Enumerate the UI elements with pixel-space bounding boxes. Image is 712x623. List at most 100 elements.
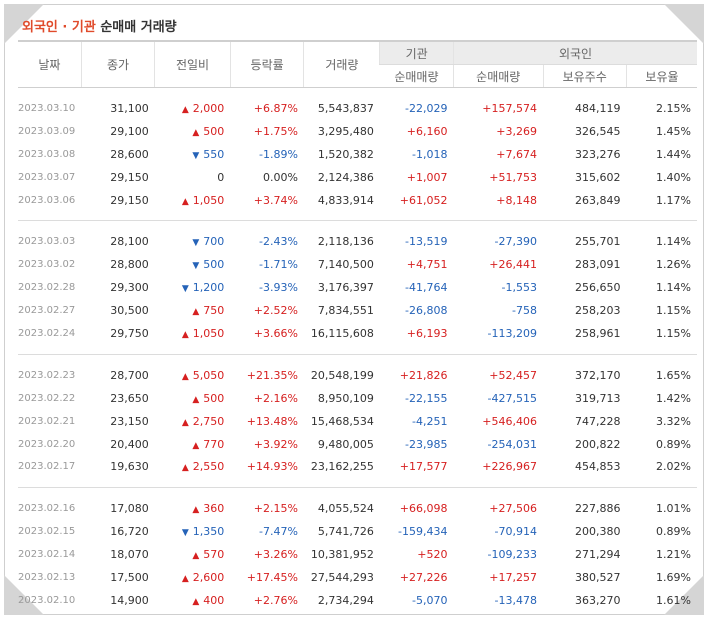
close-cell: 23,650 xyxy=(110,391,149,405)
change-cell: ▲ 2,750 xyxy=(155,410,231,433)
volume-cell: 7,834,551 xyxy=(317,304,374,318)
foreign-ratio-cell: 1.14% xyxy=(656,235,691,249)
table-row: 2023.02.28 29,300 ▼ 1,200 -3.93% 3,176,397 -41… xyxy=(18,276,697,299)
change-value: 500 xyxy=(203,391,225,405)
volume-cell: 20,548,199 xyxy=(310,368,374,382)
institution-net-cell: -13,519 xyxy=(405,235,448,249)
volume-cell: 27,544,293 xyxy=(310,570,374,584)
row-spacer xyxy=(18,88,697,98)
foreign-ratio-cell: 1.65% xyxy=(656,368,691,382)
corner-decoration xyxy=(4,4,44,44)
rate-cell: -2.43% xyxy=(259,235,298,249)
table-row: 2023.02.21 23,150 ▲ 2,750 +13.48% 15,468,534 -… xyxy=(18,410,697,433)
volume-cell: 7,140,500 xyxy=(317,258,374,272)
rate-cell: +2.16% xyxy=(253,391,298,405)
table-row: 2023.03.06 29,150 ▲ 1,050 +3.74% 4,833,914 +61… xyxy=(18,189,697,212)
foreign-ratio-cell: 2.02% xyxy=(656,460,691,474)
volume-cell: 4,055,524 xyxy=(317,502,374,516)
foreign-net-cell: +546,406 xyxy=(482,414,538,428)
corner-decoration xyxy=(664,4,704,44)
up-triangle-icon: ▲ xyxy=(181,573,189,584)
institution-net-cell: -41,764 xyxy=(405,281,448,295)
header-foreign-shares: 보유주수 xyxy=(542,64,627,88)
date-cell: 2023.02.23 xyxy=(18,369,76,381)
rate-cell: +2.15% xyxy=(253,502,298,516)
institution-net-cell: -4,251 xyxy=(412,414,448,428)
change-cell: ▲ 750 xyxy=(155,299,231,322)
date-cell: 2023.02.13 xyxy=(18,571,76,583)
foreign-net-cell: -13,478 xyxy=(494,593,538,607)
foreign-net-cell: -113,209 xyxy=(487,326,538,340)
change-cell: ▲ 2,000 xyxy=(155,97,231,120)
close-cell: 29,150 xyxy=(110,193,149,207)
date-cell: 2023.02.17 xyxy=(18,461,76,473)
close-cell: 28,600 xyxy=(110,147,149,161)
header-institution-group: 기관 xyxy=(379,40,454,65)
table-row: 2023.02.13 17,500 ▲ 2,600 +17.45% 27,544,293 +… xyxy=(18,566,697,589)
change-value: 400 xyxy=(203,593,225,607)
change-cell: ▲ 770 xyxy=(155,433,231,456)
rate-cell: +13.48% xyxy=(246,414,298,428)
change-value: 500 xyxy=(203,124,225,138)
table-row: 2023.02.15 16,720 ▼ 1,350 -7.47% 5,741,726 -15… xyxy=(18,520,697,543)
close-cell: 17,500 xyxy=(110,570,149,584)
change-value: 5,050 xyxy=(192,368,225,382)
change-value: 2,000 xyxy=(192,101,225,115)
foreign-shares-cell: 380,527 xyxy=(574,570,621,584)
foreign-shares-cell: 484,119 xyxy=(574,101,621,115)
close-cell: 14,900 xyxy=(110,593,149,607)
down-triangle-icon: ▼ xyxy=(181,528,189,539)
foreign-ratio-cell: 0.89% xyxy=(656,437,691,451)
rate-cell: +3.74% xyxy=(253,193,298,207)
header-rate: 등락률 xyxy=(229,40,304,88)
volume-cell: 23,162,255 xyxy=(310,460,374,474)
change-value: 2,550 xyxy=(192,460,225,474)
row-spacer xyxy=(18,221,697,231)
foreign-shares-cell: 372,170 xyxy=(574,368,621,382)
change-value: 770 xyxy=(203,437,225,451)
group-separator xyxy=(18,612,697,621)
change-value: 1,050 xyxy=(192,326,225,340)
rate-cell: +3.92% xyxy=(253,437,298,451)
date-cell: 2023.03.03 xyxy=(18,236,76,248)
rate-cell: +6.87% xyxy=(253,101,298,115)
foreign-shares-cell: 200,380 xyxy=(574,525,621,539)
close-cell: 28,800 xyxy=(110,258,149,272)
table-body: 2023.03.10 31,100 ▲ 2,000 +6.87% 5,543,837 -22… xyxy=(18,88,697,621)
date-cell: 2023.03.09 xyxy=(18,125,76,137)
down-triangle-icon: ▼ xyxy=(192,150,200,161)
foreign-shares-cell: 255,701 xyxy=(574,235,621,249)
date-cell: 2023.02.24 xyxy=(18,327,76,339)
rate-cell: +3.26% xyxy=(253,548,298,562)
foreign-ratio-cell: 1.15% xyxy=(656,304,691,318)
foreign-shares-cell: 258,203 xyxy=(574,304,621,318)
table-row: 2023.03.02 28,800 ▼ 500 -1.71% 7,140,500 +4,75… xyxy=(18,253,697,276)
close-cell: 30,500 xyxy=(110,304,149,318)
change-cell: ▲ 570 xyxy=(155,543,231,566)
change-value: 1,050 xyxy=(192,193,225,207)
foreign-ratio-cell: 0.89% xyxy=(656,525,691,539)
institution-net-cell: -159,434 xyxy=(398,525,448,539)
rate-cell: -3.93% xyxy=(259,281,298,295)
up-triangle-icon: ▲ xyxy=(192,551,200,562)
foreign-net-cell: +8,148 xyxy=(496,193,538,207)
institution-net-cell: +17,577 xyxy=(399,460,448,474)
change-cell: ▲ 5,050 xyxy=(155,364,231,387)
change-value: 2,750 xyxy=(192,414,225,428)
institution-net-cell: +4,751 xyxy=(406,258,448,272)
table-row: 2023.02.27 30,500 ▲ 750 +2.52% 7,834,551 -26,8… xyxy=(18,299,697,322)
volume-cell: 3,295,480 xyxy=(317,124,374,138)
foreign-net-cell: -254,031 xyxy=(487,437,538,451)
rate-cell: +21.35% xyxy=(246,368,298,382)
foreign-shares-cell: 319,713 xyxy=(574,391,621,405)
volume-cell: 5,741,726 xyxy=(317,525,374,539)
foreign-ratio-cell: 3.32% xyxy=(656,414,691,428)
institution-net-cell: -23,985 xyxy=(405,437,448,451)
change-cell: ▲ 1,050 xyxy=(155,189,231,212)
table-row: 2023.03.09 29,100 ▲ 500 +1.75% 3,295,480 +6,16… xyxy=(18,120,697,143)
header-close: 종가 xyxy=(80,40,155,88)
volume-cell: 2,734,294 xyxy=(317,593,374,607)
date-cell: 2023.02.28 xyxy=(18,282,76,294)
group-separator xyxy=(18,344,697,355)
up-triangle-icon: ▲ xyxy=(192,307,200,318)
